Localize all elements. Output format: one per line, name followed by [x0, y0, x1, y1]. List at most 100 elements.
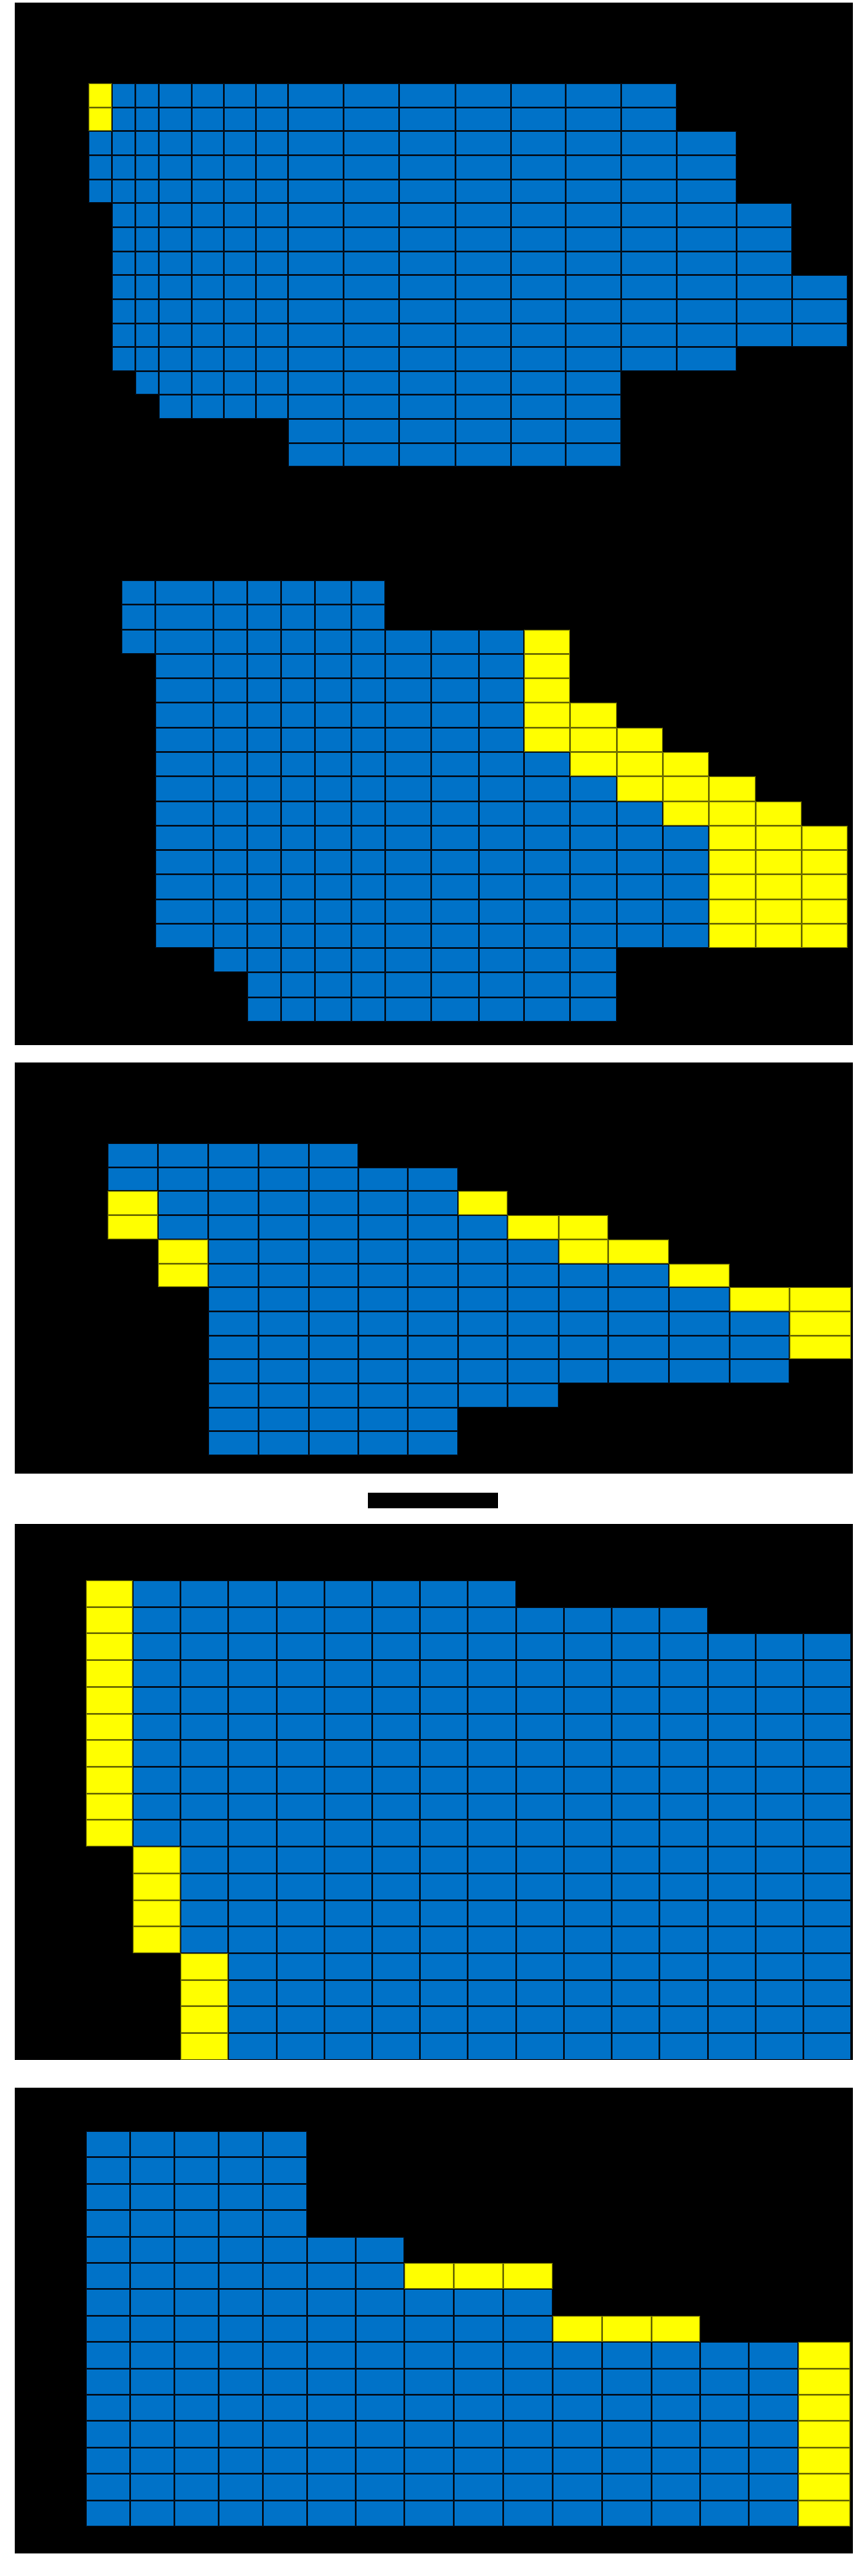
grid-cell [219, 2289, 263, 2316]
grid-cell [385, 801, 431, 826]
grid-cell [708, 1873, 756, 1900]
highlight-cell [756, 826, 802, 850]
grid-cell [659, 1794, 708, 1820]
grid-cell [756, 2006, 803, 2033]
grid-cell [503, 2501, 553, 2527]
grid-cell [155, 850, 213, 874]
grid-cell [663, 924, 709, 948]
grid-cell [256, 108, 288, 131]
grid-cell [612, 1953, 659, 1980]
grid-cell [468, 1820, 516, 1847]
grid-cell [263, 2474, 307, 2501]
grid-cell [659, 1714, 708, 1740]
grid-cell [454, 2421, 503, 2448]
grid-cell [86, 2184, 130, 2210]
grid-cell [570, 776, 617, 801]
grid-cell [324, 1847, 372, 1873]
grid-cell [256, 347, 288, 371]
grid-cell [408, 1359, 458, 1383]
grid-cell [621, 155, 677, 180]
grid-cell [180, 1660, 228, 1687]
grid-cell [652, 2474, 700, 2501]
grid-cell [399, 275, 455, 299]
grid-cell [159, 252, 192, 275]
grid-cell [455, 324, 511, 347]
grid-cell [372, 1794, 420, 1820]
grid-cell [219, 2131, 263, 2157]
grid-cell [508, 1383, 559, 1408]
grid-cell [677, 299, 737, 324]
grid-cell [259, 1167, 309, 1191]
grid-cell [617, 801, 663, 826]
grid-cell [263, 2421, 307, 2448]
grid-cell [612, 2033, 659, 2060]
grid-cell [612, 1794, 659, 1820]
grid-cell [281, 826, 315, 850]
grid-cell [756, 1980, 803, 2006]
grid-cell [503, 2395, 553, 2421]
grid-cell [479, 874, 524, 899]
grid-cell [133, 1767, 180, 1794]
grid-cell [659, 1660, 708, 1687]
grid-cell [155, 826, 213, 850]
grid-cell [372, 1633, 420, 1660]
highlight-cell [709, 899, 756, 924]
grid-cell [479, 924, 524, 948]
grid-cell [324, 1820, 372, 1847]
grid-cell [621, 203, 677, 227]
grid-cell [88, 131, 112, 155]
grid-cell [399, 347, 455, 371]
grid-cell [479, 801, 524, 826]
grid-cell [277, 1687, 324, 1714]
grid-cell [288, 131, 344, 155]
grid-cell [86, 2210, 130, 2237]
grid-cell [351, 630, 385, 654]
grid-cell [566, 108, 621, 131]
grid-cell [213, 580, 247, 605]
grid-cell [408, 1167, 458, 1191]
grid-cell [612, 2006, 659, 2033]
grid-cell [621, 275, 677, 299]
grid-cell [408, 1239, 458, 1264]
grid-cell [479, 630, 524, 654]
separator-bar [368, 1493, 498, 1508]
grid-cell [219, 2501, 263, 2527]
grid-cell [219, 2210, 263, 2237]
grid-cell [570, 874, 617, 899]
grid-cell [324, 1660, 372, 1687]
grid-cell [602, 2474, 652, 2501]
grid-cell [112, 275, 135, 299]
grid-cell [88, 180, 112, 203]
grid-cell [385, 924, 431, 948]
grid-cell [399, 108, 455, 131]
grid-cell [516, 2006, 564, 2033]
grid-cell [213, 678, 247, 703]
grid-cell [621, 299, 677, 324]
grid-cell [455, 203, 511, 227]
grid-cell [608, 1287, 669, 1311]
highlight-cell [617, 776, 663, 801]
grid-cell [155, 752, 213, 776]
grid-cell [358, 1215, 408, 1239]
grid-cell [228, 1926, 277, 1953]
grid-cell [208, 1287, 259, 1311]
grid-cell [516, 1714, 564, 1740]
grid-cell [511, 275, 566, 299]
grid-cell [516, 1794, 564, 1820]
grid-cell [404, 2289, 454, 2316]
grid-cell [756, 1794, 803, 1820]
grid-cell [455, 131, 511, 155]
grid-cell [277, 1847, 324, 1873]
grid-cell [803, 1980, 851, 2006]
grid-cell [208, 1359, 259, 1383]
grid-cell [524, 752, 570, 776]
grid-cell [420, 1847, 468, 1873]
grid-cell [344, 324, 399, 347]
grid-cell [663, 899, 709, 924]
grid-cell [372, 1873, 420, 1900]
grid-cell [247, 605, 281, 630]
grid-cell [228, 1794, 277, 1820]
grid-cell [559, 1311, 608, 1336]
grid-cell [86, 2369, 130, 2395]
grid-cell [174, 2316, 219, 2342]
